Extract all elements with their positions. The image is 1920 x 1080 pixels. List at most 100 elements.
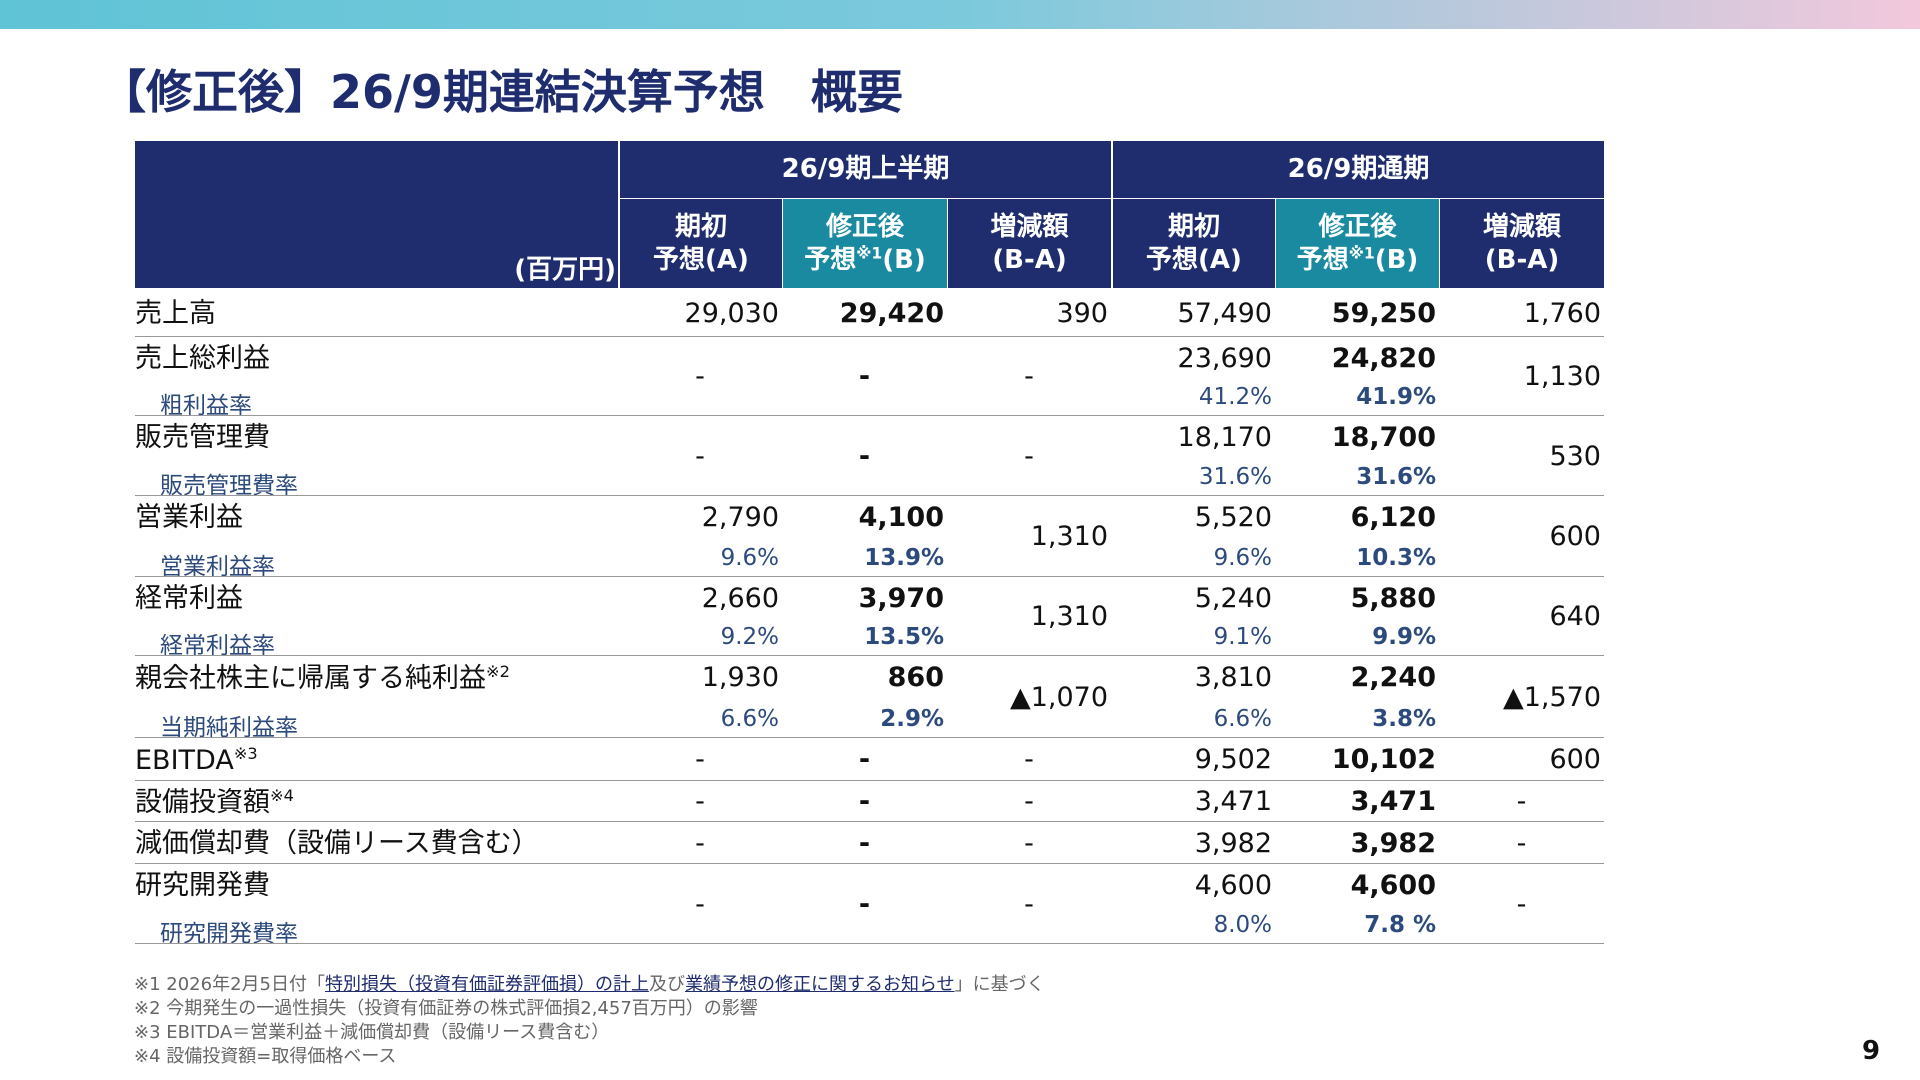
rate-cell: 6.6% xyxy=(720,706,779,732)
value-cell: 57,490 xyxy=(1177,298,1272,329)
row-sublabel: 研究開発費率 xyxy=(160,921,298,947)
value-cell: - xyxy=(695,440,705,472)
rate-cell: 13.5% xyxy=(864,624,944,650)
column-header-top: 期初 xyxy=(674,212,727,242)
rate-cell: 9.6% xyxy=(1213,545,1272,571)
value-cell: 1,760 xyxy=(1523,298,1601,329)
rate-cell: 31.6% xyxy=(1198,464,1272,490)
row-label: 営業利益 xyxy=(135,504,243,531)
footnote-text: 及び xyxy=(648,974,685,995)
value-cell: - xyxy=(1024,361,1034,392)
footnote-link[interactable]: 特別損失（投資有価証券評価損）の計上 xyxy=(324,974,649,995)
rate-cell: 8.0% xyxy=(1213,912,1272,938)
row-label: 親会社株主に帰属する純利益※2 xyxy=(135,662,510,692)
value-cell: 3,982 xyxy=(1194,827,1272,859)
header-cell: (百万円) xyxy=(135,141,618,288)
note-mark: ※4 xyxy=(270,786,294,805)
column-header-bottom: 予想(A) xyxy=(653,244,749,277)
column-header-text: 予想 xyxy=(804,244,857,275)
value-cell: - xyxy=(1024,440,1034,472)
column-header-bottom: 予想※1(B) xyxy=(804,244,926,277)
column-header-text: 予想(A) xyxy=(653,244,749,275)
column-header: 増減額 (B-A) xyxy=(947,198,1111,288)
value-cell: 5,520 xyxy=(1194,502,1272,533)
rate-cell: 13.9% xyxy=(864,545,944,571)
column-header-text: 予想 xyxy=(1296,244,1349,275)
unit-label: (百万円) xyxy=(514,254,616,285)
value-cell: 5,240 xyxy=(1194,583,1272,614)
rate-cell: 2.9% xyxy=(880,706,944,732)
row-sublabel: 経常利益率 xyxy=(160,633,275,659)
column-header-text: (B-A) xyxy=(1484,244,1560,275)
row-label-text: 研究開発費 xyxy=(135,870,270,901)
value-cell: 24,820 xyxy=(1331,343,1436,374)
footnote-link[interactable]: 業績予想の修正に関するお知らせ xyxy=(684,974,955,995)
row-sublabel: 販売管理費率 xyxy=(160,473,298,499)
column-header-text: (B) xyxy=(882,244,926,275)
row-label: 経常利益 xyxy=(135,585,243,612)
value-cell: - xyxy=(858,361,871,392)
column-header-text: (B-A) xyxy=(992,244,1067,275)
value-cell: - xyxy=(1024,786,1034,817)
value-cell: 4,100 xyxy=(858,502,944,533)
value-cell: - xyxy=(1024,744,1034,775)
footnote: ※4 設備投資額=取得価格ベース xyxy=(134,1046,397,1067)
footnote: ※3 EBITDA＝営業利益＋減価償却費（設備リース費含む） xyxy=(134,1022,610,1043)
row-divider xyxy=(135,863,1604,864)
row-label: 売上高 xyxy=(135,300,216,327)
value-cell: 600 xyxy=(1549,744,1601,775)
value-cell: - xyxy=(1516,827,1527,859)
row-sublabel: 当期純利益率 xyxy=(160,715,298,741)
rate-cell: 7.8 % xyxy=(1364,912,1436,938)
value-cell: 18,170 xyxy=(1177,422,1272,453)
rate-cell: 9.9% xyxy=(1372,624,1436,650)
note-mark: ※2 xyxy=(486,662,510,681)
note-mark: ※1 xyxy=(856,243,883,262)
rate-cell: 9.2% xyxy=(720,624,779,650)
note-mark: ※3 xyxy=(233,744,258,763)
row-divider xyxy=(135,495,1604,496)
column-header-bottom: (B-A) xyxy=(1485,244,1560,277)
value-cell: ▲1,570 xyxy=(1502,681,1601,713)
rate-cell: 10.3% xyxy=(1356,545,1436,571)
value-cell: - xyxy=(858,744,871,775)
value-cell: 2,790 xyxy=(701,502,779,533)
value-cell: 4,600 xyxy=(1194,870,1272,901)
row-label-text: 経常利益 xyxy=(135,583,243,614)
value-cell: 29,420 xyxy=(839,298,944,329)
value-cell: ▲1,070 xyxy=(1009,681,1108,713)
row-label: 販売管理費 xyxy=(135,424,270,451)
value-cell: 6,120 xyxy=(1350,502,1436,533)
rate-cell: 31.6% xyxy=(1356,464,1436,490)
value-cell: - xyxy=(858,440,871,472)
row-label: 減価償却費（設備リース費含む） xyxy=(135,830,539,857)
row-label-text: 販売管理費 xyxy=(135,422,270,453)
row-divider xyxy=(135,576,1604,577)
column-header: 増減額 (B-A) xyxy=(1439,198,1604,288)
value-cell: - xyxy=(695,786,705,817)
column-header-top: 修正後 xyxy=(825,212,904,242)
column-header-top: 増減額 xyxy=(990,212,1069,242)
value-cell: 2,660 xyxy=(701,583,779,614)
footnote: ※2 今期発生の一過性損失（投資有価証券の株式評価損2,457百万円）の影響 xyxy=(134,998,758,1019)
rate-cell: 3.8% xyxy=(1372,706,1436,732)
value-cell: 59,250 xyxy=(1331,298,1436,329)
value-cell: 18,700 xyxy=(1331,422,1436,453)
column-header-top: 修正後 xyxy=(1318,212,1397,242)
value-cell: - xyxy=(695,744,705,775)
row-divider xyxy=(135,780,1604,781)
column-header: 期初 予想(A) xyxy=(1111,198,1275,288)
value-cell: - xyxy=(1516,888,1527,920)
row-divider xyxy=(135,415,1604,416)
value-cell: 860 xyxy=(887,662,944,693)
title: 【修正後】26/9期連結決算予想 概要 xyxy=(100,65,903,119)
column-header: 修正後 予想※1(B) xyxy=(782,198,947,288)
row-sublabel: 営業利益率 xyxy=(160,554,275,580)
value-cell: 530 xyxy=(1549,440,1601,472)
row-label-text: 売上総利益 xyxy=(135,343,270,374)
value-cell: 1,930 xyxy=(701,662,779,693)
row-label: 売上総利益 xyxy=(135,345,270,372)
value-cell: 2,240 xyxy=(1350,662,1436,693)
column-header-text: (B) xyxy=(1374,244,1419,275)
